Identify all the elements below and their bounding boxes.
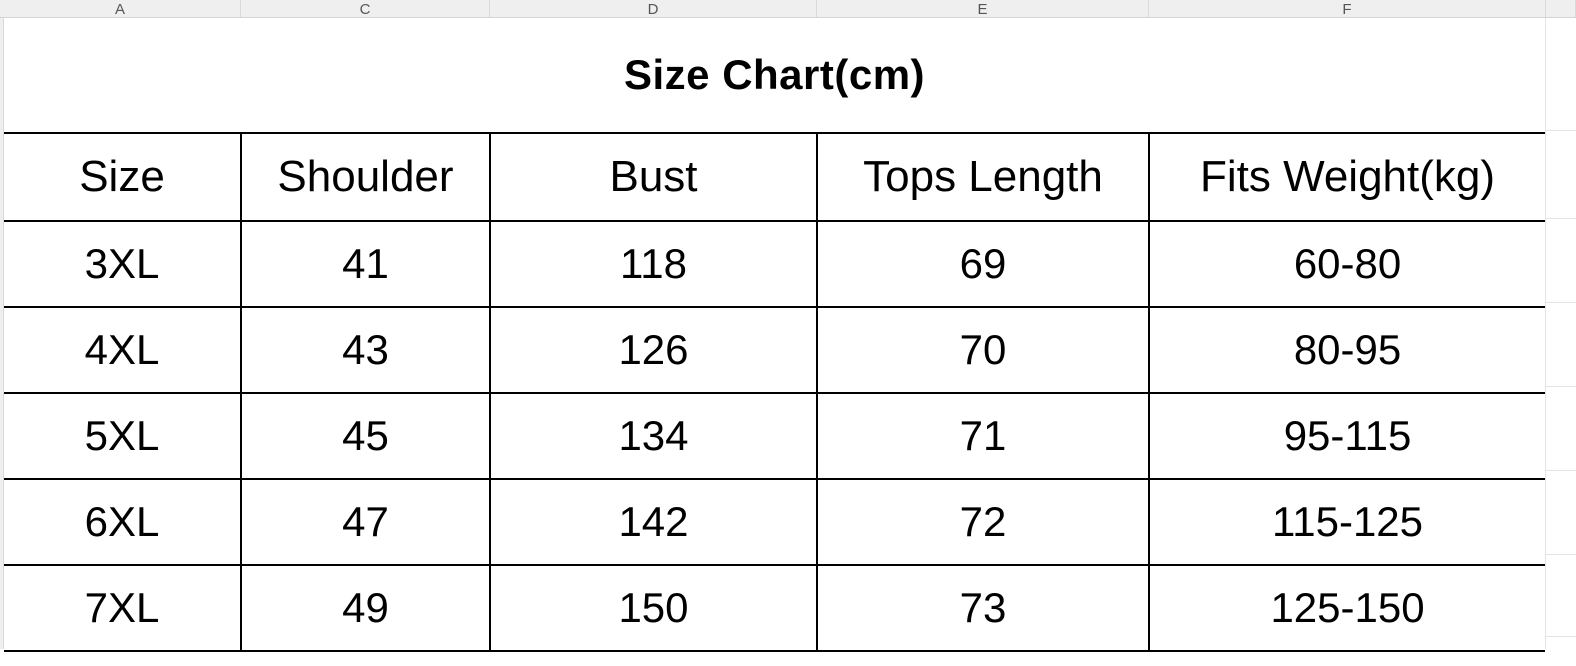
partial-row-below — [4, 650, 1546, 666]
table-row: 7XL 49 150 73 125-150 — [4, 564, 1546, 652]
partial-cell[interactable] — [1149, 650, 1546, 666]
sheet-gridline — [1545, 302, 1576, 303]
cell-value: 72 — [959, 498, 1007, 545]
cell-tops-length[interactable]: 72 — [816, 478, 1150, 566]
header-cell-fits-weight[interactable]: Fits Weight(kg) — [1147, 132, 1546, 222]
sheet-gridline — [1545, 218, 1576, 219]
cell-value: 5XL — [84, 412, 160, 459]
title-row: Size Chart(cm) — [4, 18, 1546, 134]
cell-tops-length[interactable]: 70 — [816, 306, 1150, 394]
column-header-f[interactable]: F — [1149, 0, 1546, 18]
size-chart-table: Size Chart(cm) Size Shoulder Bust Tops L… — [4, 18, 1546, 666]
sheet-gridline — [1545, 18, 1546, 649]
cell-value: 3XL — [84, 240, 160, 287]
cell-size[interactable]: 7XL — [4, 564, 242, 652]
column-header-label: C — [359, 1, 371, 18]
partial-cell[interactable] — [817, 650, 1149, 666]
table-row: 3XL 41 118 69 60-80 — [4, 220, 1546, 308]
cell-value: 43 — [342, 326, 389, 373]
cell-bust[interactable]: 118 — [489, 220, 818, 308]
cell-bust[interactable]: 126 — [489, 306, 818, 394]
cell-fits-weight[interactable]: 115-125 — [1147, 478, 1546, 566]
cell-value: 125-150 — [1270, 584, 1425, 631]
column-header-strip: A C D E F — [0, 0, 1576, 18]
cell-size[interactable]: 6XL — [4, 478, 242, 566]
cell-tops-length[interactable]: 69 — [816, 220, 1150, 308]
header-label-shoulder: Shoulder — [277, 152, 454, 201]
partial-cell[interactable] — [241, 650, 490, 666]
cell-value: 41 — [342, 240, 389, 287]
cell-fits-weight[interactable]: 60-80 — [1147, 220, 1546, 308]
header-cell-size[interactable]: Size — [4, 132, 242, 222]
cell-value: 150 — [618, 584, 689, 631]
sheet-gridline — [1545, 554, 1576, 555]
cell-value: 71 — [959, 412, 1007, 459]
cell-shoulder[interactable]: 47 — [240, 478, 491, 566]
cell-value: 118 — [620, 240, 687, 287]
cell-value: 70 — [959, 326, 1007, 373]
table-row: 5XL 45 134 71 95-115 — [4, 392, 1546, 480]
sheet-gridline — [1545, 386, 1576, 387]
cell-value: 4XL — [84, 326, 160, 373]
header-label-fits-weight: Fits Weight(kg) — [1200, 152, 1496, 201]
cell-value: 49 — [342, 584, 389, 631]
column-header-label: E — [977, 1, 988, 18]
header-cell-bust[interactable]: Bust — [489, 132, 818, 222]
column-header-d[interactable]: D — [490, 0, 817, 18]
column-header-label: D — [647, 1, 659, 18]
partial-cell[interactable] — [4, 650, 241, 666]
header-cell-shoulder[interactable]: Shoulder — [240, 132, 491, 222]
cell-shoulder[interactable]: 49 — [240, 564, 491, 652]
cell-value: 73 — [959, 584, 1007, 631]
cell-shoulder[interactable]: 41 — [240, 220, 491, 308]
header-label-bust: Bust — [609, 152, 698, 201]
cell-value: 115-125 — [1272, 498, 1424, 545]
cell-fits-weight[interactable]: 80-95 — [1147, 306, 1546, 394]
cell-value: 80-95 — [1293, 326, 1402, 373]
cell-value: 69 — [959, 240, 1007, 287]
cell-bust[interactable]: 134 — [489, 392, 818, 480]
cell-value: 134 — [618, 412, 689, 459]
cell-value: 95-115 — [1283, 412, 1412, 459]
column-header-a[interactable]: A — [0, 0, 241, 18]
partial-cell[interactable] — [490, 650, 817, 666]
cell-bust[interactable]: 142 — [489, 478, 818, 566]
cell-fits-weight[interactable]: 125-150 — [1147, 564, 1546, 652]
cell-shoulder[interactable]: 43 — [240, 306, 491, 394]
sheet-gridline — [1545, 636, 1576, 637]
cell-size[interactable]: 3XL — [4, 220, 242, 308]
column-header-label: F — [1342, 1, 1352, 18]
cell-bust[interactable]: 150 — [489, 564, 818, 652]
cell-value: 47 — [342, 498, 389, 545]
cell-value: 7XL — [84, 584, 160, 631]
column-header-e[interactable]: E — [817, 0, 1149, 18]
cell-size[interactable]: 4XL — [4, 306, 242, 394]
chart-title: Size Chart(cm) — [623, 51, 926, 98]
cell-shoulder[interactable]: 45 — [240, 392, 491, 480]
table-header-row: Size Shoulder Bust Tops Length Fits Weig… — [4, 132, 1546, 222]
header-label-tops-length: Tops Length — [863, 152, 1103, 201]
table-row: 6XL 47 142 72 115-125 — [4, 478, 1546, 566]
column-header-c[interactable]: C — [241, 0, 490, 18]
cell-fits-weight[interactable]: 95-115 — [1147, 392, 1546, 480]
cell-tops-length[interactable]: 71 — [816, 392, 1150, 480]
row-header-gutter[interactable] — [0, 18, 4, 649]
cell-value: 6XL — [84, 498, 160, 545]
cell-tops-length[interactable]: 73 — [816, 564, 1150, 652]
chart-title-cell[interactable]: Size Chart(cm) — [4, 18, 1546, 134]
cell-size[interactable]: 5XL — [4, 392, 242, 480]
cell-value: 45 — [342, 412, 389, 459]
column-header-label: A — [114, 1, 125, 18]
column-header-g[interactable] — [1546, 0, 1576, 17]
sheet-gridline — [1545, 130, 1576, 131]
cell-value: 142 — [618, 498, 689, 545]
sheet-gridline — [1545, 470, 1576, 471]
table-row: 4XL 43 126 70 80-95 — [4, 306, 1546, 394]
cell-value: 60-80 — [1293, 240, 1402, 287]
header-cell-tops-length[interactable]: Tops Length — [816, 132, 1150, 222]
cell-value: 126 — [618, 326, 689, 373]
header-label-size: Size — [79, 152, 165, 201]
